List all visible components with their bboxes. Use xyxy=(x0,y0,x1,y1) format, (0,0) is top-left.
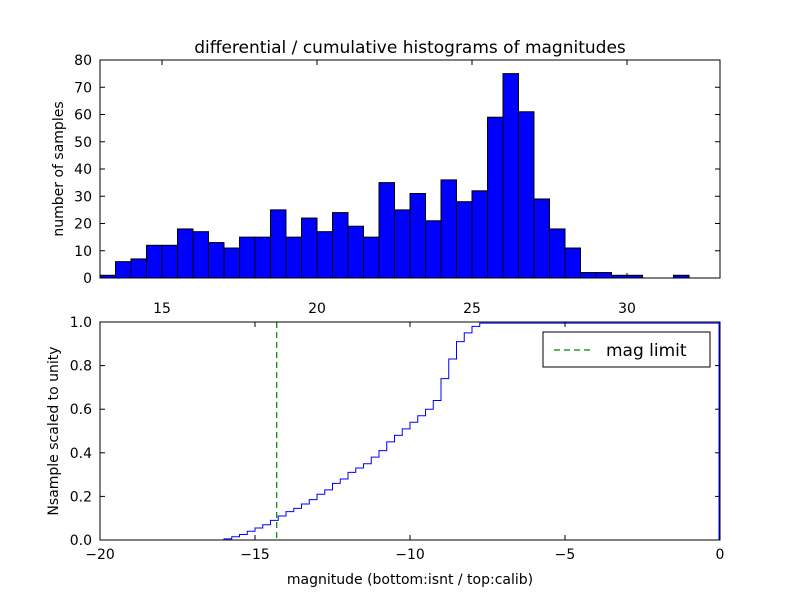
top-y-axis-label: number of samples xyxy=(51,101,67,236)
top-y-tick-label: 30 xyxy=(74,189,92,205)
histogram-chart: differential / cumulative histograms of … xyxy=(51,38,721,317)
histogram-bar xyxy=(347,225,364,279)
histogram-bar xyxy=(254,236,271,279)
bottom-y-tick-label: 0.2 xyxy=(70,489,92,505)
legend-label-mag-limit: mag limit xyxy=(606,341,687,361)
legend: mag limit xyxy=(542,331,711,368)
top-x-tick-label: 20 xyxy=(308,301,326,317)
bottom-axis-ticks: 0.0 0.2 0.4 0.6 0.8 1.0 −20 −15 −10 −5 0 xyxy=(70,315,725,563)
top-y-tick-label: 60 xyxy=(74,108,92,124)
histogram-bar xyxy=(595,272,612,279)
histogram-bar xyxy=(394,209,411,279)
top-y-tick-label: 70 xyxy=(74,80,92,96)
histogram-bar xyxy=(378,182,395,279)
histogram-bar xyxy=(115,261,132,279)
bottom-x-tick-label: 0 xyxy=(716,547,725,563)
bottom-y-tick-label: 0.6 xyxy=(70,402,92,418)
top-x-tick-label: 30 xyxy=(618,301,636,317)
chart-title: differential / cumulative histograms of … xyxy=(194,38,626,58)
histogram-bar xyxy=(533,198,550,279)
histogram-bar xyxy=(409,193,426,279)
top-plot-frame xyxy=(99,59,721,279)
top-y-tick-label: 10 xyxy=(74,244,92,260)
histogram-bar xyxy=(177,228,194,279)
bottom-x-tick-label: −15 xyxy=(240,547,270,563)
bottom-x-tick-label: −5 xyxy=(555,547,576,563)
top-y-tick-label: 20 xyxy=(74,217,92,233)
cumulative-chart: Nsample scaled to unity magnitude (botto… xyxy=(46,315,724,588)
bottom-plot-frame xyxy=(99,321,721,541)
bottom-x-axis-label: magnitude (bottom:isnt / top:calib) xyxy=(287,572,533,588)
top-y-tick-label: 0 xyxy=(83,271,92,287)
histogram-bar xyxy=(130,258,147,279)
histogram-bar xyxy=(564,247,581,279)
cumulative-lines xyxy=(100,322,720,541)
top-y-tick-label: 80 xyxy=(74,53,92,69)
histogram-bar xyxy=(192,231,209,279)
histogram-bar xyxy=(208,242,225,279)
histogram-bar xyxy=(223,247,240,279)
bottom-y-axis-label: Nsample scaled to unity xyxy=(46,346,62,515)
cumulative-step-line xyxy=(100,322,720,541)
top-y-tick-label: 50 xyxy=(74,135,92,151)
top-axis-ticks: 0 10 20 30 40 50 60 70 80 15 20 25 30 xyxy=(74,53,720,317)
histogram-bar xyxy=(146,244,163,279)
histogram-bar xyxy=(502,73,519,279)
top-x-tick-label: 25 xyxy=(463,301,481,317)
bottom-x-tick-label: −10 xyxy=(395,547,425,563)
histogram-bar xyxy=(363,236,380,279)
bottom-y-tick-label: 0.0 xyxy=(70,533,92,549)
histogram-bar xyxy=(161,244,178,279)
top-y-tick-label: 40 xyxy=(74,162,92,178)
histogram-bar xyxy=(456,201,473,279)
histogram-bar xyxy=(471,190,488,279)
histogram-bar xyxy=(440,179,457,279)
histogram-bar xyxy=(425,220,442,279)
histogram-bar xyxy=(285,236,302,279)
histogram-bar xyxy=(580,272,597,279)
bottom-y-tick-label: 1.0 xyxy=(70,315,92,331)
histogram-bar xyxy=(518,111,535,279)
histogram-bar xyxy=(316,231,333,279)
histogram-bar xyxy=(270,209,287,279)
histogram-bar xyxy=(301,217,318,279)
histogram-bar xyxy=(239,236,256,279)
bottom-x-tick-label: −20 xyxy=(85,547,115,563)
top-x-tick-label: 15 xyxy=(153,301,171,317)
histogram-bar xyxy=(332,212,349,279)
histogram-bar xyxy=(487,116,504,279)
legend-box xyxy=(542,331,711,368)
bottom-y-tick-label: 0.4 xyxy=(70,446,92,462)
histogram-bar xyxy=(549,228,566,279)
bottom-y-tick-label: 0.8 xyxy=(70,359,92,375)
